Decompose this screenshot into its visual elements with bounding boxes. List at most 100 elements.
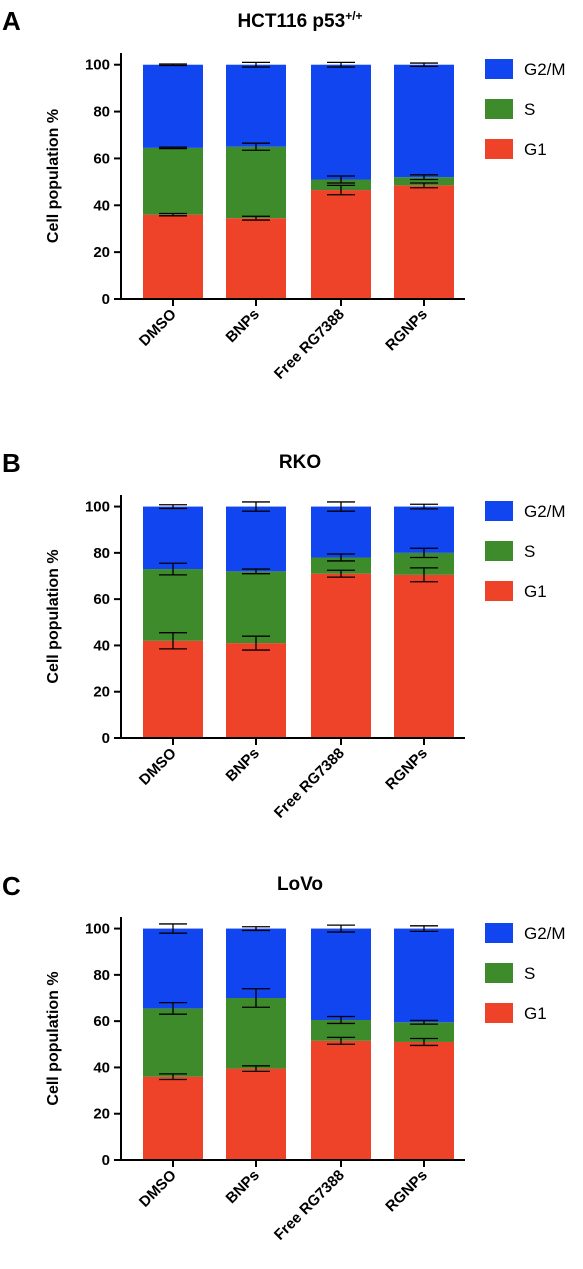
bar-g1-3 [394, 185, 454, 299]
error-bar [159, 632, 187, 650]
chart-panel-a: A HCT116 p53+/+ Cell population % 0 20 40 60 80… [2, 6, 566, 383]
y-axis-label: Cell population % [45, 549, 62, 683]
error-bar [327, 924, 355, 933]
y-tick-label: 80 [93, 104, 110, 121]
legend-item-s: S [485, 99, 535, 119]
legend-swatch [485, 59, 513, 79]
y-tick-label: 100 [85, 921, 110, 938]
chart-title-main: LoVo [277, 874, 323, 895]
bar-s-0 [143, 147, 203, 215]
error-bar [327, 184, 355, 196]
error-bar [159, 63, 187, 67]
error-bar [159, 1073, 187, 1081]
x-category-label: RGNPs [382, 745, 431, 794]
error-bar [327, 553, 355, 562]
bar-s-1 [226, 146, 286, 219]
error-bar [159, 212, 187, 217]
bar-g1-3 [394, 1041, 454, 1160]
bar-s-3 [394, 1022, 454, 1042]
legend-swatch [485, 581, 513, 601]
panel-letter: B [2, 448, 21, 478]
legend-item-s: S [485, 963, 535, 983]
bar-g2m-1 [226, 928, 286, 998]
y-tick-label: 0 [102, 730, 110, 747]
error-bar [242, 215, 270, 221]
error-bar [327, 569, 355, 578]
bar-g1-0 [143, 214, 203, 299]
bar-g1-3 [394, 574, 454, 738]
bar-g2m-3 [394, 64, 454, 178]
legend-label: S [524, 964, 535, 983]
chart-title-superscript: +/+ [345, 9, 362, 23]
chart-title: LoVo [277, 874, 323, 895]
y-tick-label: 60 [93, 591, 110, 608]
x-category-label: BNPs [223, 1167, 263, 1207]
y-tick-label: 60 [93, 150, 110, 167]
bar-g2m-3 [394, 506, 454, 553]
chart-title: HCT116 p53+/+ [237, 9, 362, 32]
x-category-label: DMSO [136, 1167, 180, 1211]
legend-swatch [485, 963, 513, 983]
bar-g1-0 [143, 1076, 203, 1160]
error-bar [242, 142, 270, 151]
legend-item-g1: G1 [485, 581, 547, 601]
legend-swatch [485, 923, 513, 943]
bar-s-0 [143, 1008, 203, 1077]
error-bar [410, 503, 438, 510]
x-category-label: DMSO [136, 306, 180, 350]
y-axis-label: Cell population % [45, 971, 62, 1105]
error-bar [242, 568, 270, 575]
legend-label: S [524, 542, 535, 561]
bar-g1-1 [226, 218, 286, 299]
y-tick-label: 0 [102, 291, 110, 308]
legend-swatch [485, 541, 513, 561]
error-bar [159, 146, 187, 150]
chart-title-main: RKO [279, 452, 321, 473]
bar-s-0 [143, 569, 203, 641]
legend-item-s: S [485, 541, 535, 561]
bar-s-3 [394, 552, 454, 575]
bar-g2m-2 [311, 928, 371, 1020]
error-bar [327, 61, 355, 68]
legend-label: G2/M [524, 924, 566, 943]
y-tick-label: 100 [85, 499, 110, 516]
bar-g2m-3 [394, 928, 454, 1023]
bar-g1-2 [311, 573, 371, 738]
bar-g2m-1 [226, 64, 286, 147]
error-bar [159, 504, 187, 510]
x-category-label: RGNPs [382, 1167, 431, 1216]
chart-panel-c: C LoVo Cell population % 0 20 40 60 80 100 DMSO BN… [2, 871, 566, 1244]
error-bar [242, 926, 270, 932]
bar-g1-1 [226, 1068, 286, 1160]
bar-g2m-2 [311, 506, 371, 558]
bar-s-2 [311, 1019, 371, 1041]
error-bar [410, 567, 438, 583]
y-tick-label: 0 [102, 1152, 110, 1169]
bar-g2m-1 [226, 506, 286, 572]
error-bar [410, 925, 438, 932]
legend-label: S [524, 100, 535, 119]
y-tick-label: 20 [93, 244, 110, 261]
legend-item-g2m: G2/M [485, 923, 566, 943]
y-tick-label: 40 [93, 637, 110, 654]
legend-label: G1 [524, 140, 547, 159]
legend-swatch [485, 139, 513, 159]
bar-g1-2 [311, 1040, 371, 1160]
error-bar [410, 182, 438, 189]
y-tick-label: 20 [93, 684, 110, 701]
panel-letter: C [2, 871, 21, 901]
legend-swatch [485, 1003, 513, 1023]
error-bar [242, 61, 270, 68]
error-bar [410, 174, 438, 181]
bar-g1-1 [226, 643, 286, 738]
x-category-label: RGNPs [382, 306, 431, 355]
bar-g2m-2 [311, 64, 371, 180]
y-tick-label: 100 [85, 57, 110, 74]
y-axis-label: Cell population % [45, 109, 62, 243]
bar-s-2 [311, 557, 371, 574]
error-bar [242, 635, 270, 651]
chart-panel-b: B RKO Cell population % 0 20 40 60 80 100 DMSO BNP… [2, 448, 566, 822]
x-category-label: Free RG7388 [271, 306, 348, 383]
bar-g1-2 [311, 190, 371, 299]
